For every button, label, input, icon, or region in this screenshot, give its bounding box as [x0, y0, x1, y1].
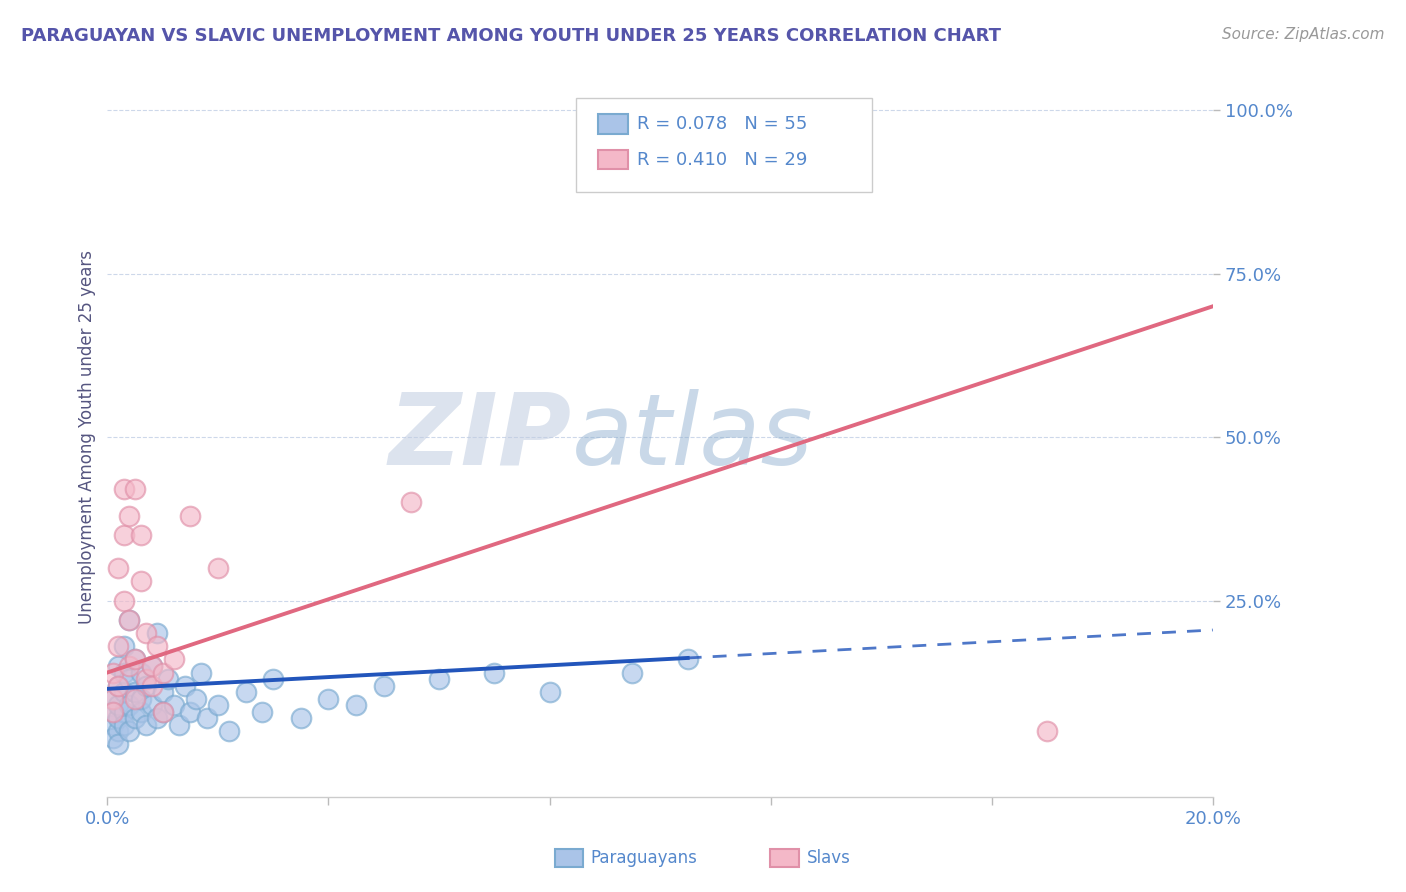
Text: ZIP: ZIP	[388, 389, 572, 485]
Point	[538, 685, 561, 699]
Point	[112, 528, 135, 542]
Point	[107, 679, 129, 693]
Point	[107, 724, 129, 739]
Point	[1036, 724, 1059, 739]
Point	[107, 640, 129, 654]
Point	[152, 705, 174, 719]
Point	[101, 718, 124, 732]
Point	[107, 738, 129, 752]
Point	[112, 483, 135, 497]
Point	[107, 561, 129, 575]
Point	[190, 665, 212, 680]
Point	[112, 705, 135, 719]
Point	[427, 672, 450, 686]
Point	[195, 711, 218, 725]
Point	[135, 626, 157, 640]
Point	[184, 691, 207, 706]
Point	[146, 626, 169, 640]
Point	[118, 508, 141, 523]
Point	[124, 685, 146, 699]
Text: Source: ZipAtlas.com: Source: ZipAtlas.com	[1222, 27, 1385, 42]
Point	[118, 659, 141, 673]
Point	[146, 711, 169, 725]
Point	[124, 483, 146, 497]
Point	[129, 574, 152, 588]
Point	[218, 724, 240, 739]
Point	[101, 691, 124, 706]
Point	[118, 724, 141, 739]
Point	[112, 685, 135, 699]
Point	[118, 698, 141, 713]
Point	[173, 679, 195, 693]
Point	[101, 705, 124, 719]
Point	[129, 665, 152, 680]
Point	[141, 659, 163, 673]
Point	[163, 652, 186, 666]
Point	[290, 711, 312, 725]
Point	[179, 705, 201, 719]
Point	[112, 718, 135, 732]
Point	[179, 508, 201, 523]
Point	[101, 731, 124, 745]
Point	[124, 652, 146, 666]
Point	[207, 561, 229, 575]
Point	[344, 698, 367, 713]
Point	[112, 593, 135, 607]
Point	[101, 691, 124, 706]
Y-axis label: Unemployment Among Youth under 25 years: Unemployment Among Youth under 25 years	[79, 250, 96, 624]
Text: PARAGUAYAN VS SLAVIC UNEMPLOYMENT AMONG YOUTH UNDER 25 YEARS CORRELATION CHART: PARAGUAYAN VS SLAVIC UNEMPLOYMENT AMONG …	[21, 27, 1001, 45]
Point	[262, 672, 284, 686]
Point	[135, 679, 157, 693]
Point	[141, 679, 163, 693]
Point	[235, 685, 257, 699]
Point	[107, 698, 129, 713]
Point	[141, 698, 163, 713]
Point	[621, 665, 644, 680]
Point	[207, 698, 229, 713]
Text: Slavs: Slavs	[807, 849, 851, 867]
Point	[101, 705, 124, 719]
Point	[101, 665, 124, 680]
Point	[112, 640, 135, 654]
Point	[135, 718, 157, 732]
Point	[146, 640, 169, 654]
Point	[124, 711, 146, 725]
Point	[318, 691, 340, 706]
Point	[124, 652, 146, 666]
Point	[163, 698, 186, 713]
Point	[129, 705, 152, 719]
Point	[152, 685, 174, 699]
Text: Paraguayans: Paraguayans	[591, 849, 697, 867]
Point	[167, 718, 190, 732]
Point	[118, 613, 141, 627]
Point	[107, 711, 129, 725]
Point	[484, 665, 506, 680]
Point	[373, 679, 395, 693]
Point	[107, 679, 129, 693]
Point	[118, 613, 141, 627]
Point	[676, 652, 699, 666]
Point	[157, 672, 180, 686]
Point	[118, 672, 141, 686]
Point	[129, 528, 152, 542]
Point	[112, 665, 135, 680]
Point	[141, 659, 163, 673]
Point	[250, 705, 273, 719]
Point	[135, 672, 157, 686]
Text: R = 0.410   N = 29: R = 0.410 N = 29	[637, 151, 807, 169]
Text: atlas: atlas	[572, 389, 813, 485]
Point	[152, 705, 174, 719]
Point	[152, 665, 174, 680]
Point	[401, 495, 423, 509]
Text: R = 0.078   N = 55: R = 0.078 N = 55	[637, 115, 807, 133]
Point	[107, 659, 129, 673]
Point	[129, 691, 152, 706]
Point	[124, 691, 146, 706]
